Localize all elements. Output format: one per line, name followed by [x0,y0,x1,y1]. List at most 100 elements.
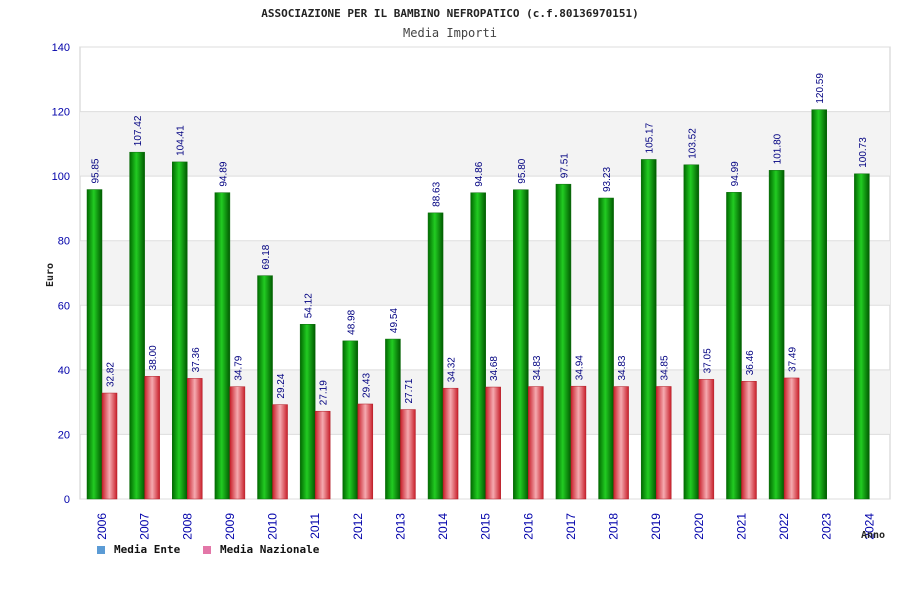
y-tick-label: 120 [52,107,70,119]
value-label-media-ente-2016: 95.80 [517,158,528,183]
value-label-media-nazionale-2020: 37.05 [702,348,713,373]
bar-media-ente-2023 [811,109,827,500]
value-label-media-ente-2023: 120.59 [815,73,826,104]
x-tick-label-2007: 2007 [138,513,152,540]
x-axis-label: Anno [861,530,885,541]
legend-swatch-media-ente [97,546,105,554]
y-tick-label: 140 [52,42,70,54]
chart-subtitle: Media Importi [403,26,497,40]
bar-media-nazionale-2016 [528,386,544,500]
bar-media-nazionale-2013 [400,409,416,500]
value-label-media-ente-2022: 101.80 [773,133,784,164]
value-label-media-ente-2008: 104.41 [176,125,187,156]
bar-media-ente-2014 [427,212,444,500]
y-tick-label: 40 [58,365,70,377]
x-tick-label-2009: 2009 [223,513,237,540]
y-tick-label: 0 [64,494,70,506]
bar-media-nazionale-2009 [229,386,246,500]
value-label-media-nazionale-2011: 27.19 [319,380,330,405]
bar-media-nazionale-2021 [741,381,757,500]
bar-media-ente-2010 [257,275,273,500]
value-label-media-nazionale-2016: 34.83 [532,355,543,380]
value-label-media-ente-2018: 93.23 [602,167,613,192]
value-label-media-nazionale-2017: 34.94 [574,355,585,380]
bar-media-ente-2021 [726,192,742,500]
bars [86,109,870,500]
bar-media-ente-2022 [768,170,785,500]
bar-media-ente-2016 [513,189,529,500]
y-tick-label: 60 [58,300,70,312]
value-label-media-ente-2015: 94.86 [474,161,485,186]
value-label-media-ente-2006: 95.85 [91,158,102,183]
x-tick-label-2014: 2014 [436,513,450,540]
bar-media-ente-2020 [683,164,700,500]
value-label-media-nazionale-2014: 34.32 [447,357,458,382]
y-tick-label: 20 [58,429,70,441]
bar-media-ente-2015 [470,192,486,500]
value-label-media-nazionale-2006: 32.82 [106,362,117,387]
value-label-media-nazionale-2008: 37.36 [191,347,202,372]
x-tick-label-2022: 2022 [777,513,791,540]
x-axis-ticks: 2006 2007 2008 2009 2010 2011 2012 2013 2014 2015… [95,513,876,540]
legend-label-media-ente: Media Ente [114,543,181,556]
x-tick-label-2008: 2008 [180,513,194,540]
x-tick-label-2021: 2021 [734,513,748,540]
value-label-media-nazionale-2013: 27.71 [404,378,415,403]
bar-media-nazionale-2006 [101,392,118,500]
bar-media-ente-2013 [385,338,401,500]
bar-media-ente-2008 [172,161,188,500]
value-label-media-nazionale-2019: 34.85 [660,355,671,380]
bar-media-ente-2007 [129,151,145,500]
bar-media-nazionale-2008 [187,378,203,500]
x-tick-label-2013: 2013 [393,513,407,540]
value-label-media-ente-2017: 97.51 [559,153,570,178]
bar-media-ente-2009 [214,192,231,500]
bar-media-ente-2017 [555,183,572,500]
y-axis-label: Euro [45,263,56,287]
value-label-media-nazionale-2010: 29.24 [276,373,287,398]
y-tick-label: 80 [58,236,70,248]
x-tick-label-2011: 2011 [308,513,322,539]
bar-media-nazionale-2007 [144,376,160,500]
x-tick-label-2023: 2023 [820,513,834,540]
value-label-media-nazionale-2021: 36.46 [745,350,756,375]
x-tick-label-2020: 2020 [692,513,706,540]
bar-media-nazionale-2022 [783,377,800,500]
value-label-media-nazionale-2018: 34.83 [617,355,628,380]
value-label-media-nazionale-2015: 34.68 [489,356,500,381]
value-label-media-ente-2010: 69.18 [261,244,272,269]
value-label-media-ente-2019: 105.17 [645,122,656,153]
bar-media-nazionale-2014 [442,387,459,500]
x-tick-label-2017: 2017 [564,513,578,540]
bar-media-nazionale-2010 [272,404,288,500]
value-label-media-ente-2012: 48.98 [346,309,357,334]
x-tick-label-2010: 2010 [266,513,280,540]
y-axis-ticks: 0 20 40 60 80 100 120 140 [52,42,70,506]
value-label-media-nazionale-2009: 34.79 [233,355,244,380]
bar-media-nazionale-2017 [570,385,587,500]
x-tick-label-2012: 2012 [351,513,365,540]
bar-media-nazionale-2018 [613,386,629,500]
legend: Media Ente Media Nazionale [97,543,320,556]
value-label-media-ente-2009: 94.89 [218,161,229,186]
x-tick-label-2019: 2019 [649,513,663,540]
legend-swatch-media-nazionale [203,546,211,554]
x-tick-label-2018: 2018 [607,513,621,540]
chart-title: ASSOCIAZIONE PER IL BAMBINO NEFROPATICO … [261,7,639,20]
value-label-media-ente-2011: 54.12 [304,293,315,318]
value-label-media-ente-2013: 49.54 [389,308,400,333]
bar-media-nazionale-2019 [655,386,672,500]
value-label-media-ente-2021: 94.99 [730,161,741,186]
x-tick-label-2006: 2006 [95,513,109,540]
value-label-media-nazionale-2012: 29.43 [361,373,372,398]
value-label-media-nazionale-2007: 38.00 [148,345,159,370]
value-label-media-ente-2020: 103.52 [687,128,698,159]
bar-media-ente-2006 [86,189,103,500]
y-tick-label: 100 [52,171,70,183]
bar-media-ente-2024 [854,173,870,500]
legend-label-media-nazionale: Media Nazionale [220,543,320,556]
bar-media-nazionale-2020 [698,379,715,500]
value-labels: 95.85 32.82 107.42 38.00 104.41 37.36 94.89 34.… [91,73,869,406]
value-label-media-ente-2024: 100.73 [858,137,869,168]
